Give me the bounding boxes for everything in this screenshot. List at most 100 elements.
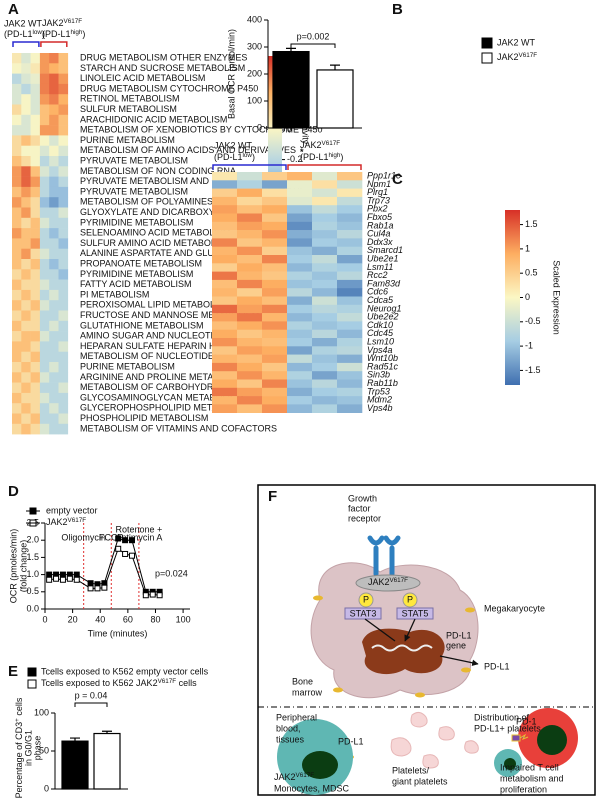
heatmap-cell bbox=[21, 83, 31, 95]
row-label: Rab11b bbox=[367, 378, 398, 388]
diagram-text: Impaired T cell bbox=[500, 762, 559, 772]
legend-swatch bbox=[27, 667, 37, 677]
heatmap-cell bbox=[262, 188, 288, 198]
heatmap-cell bbox=[58, 217, 69, 229]
heatmap-cell bbox=[39, 63, 50, 74]
heatmap-cell bbox=[58, 341, 69, 352]
heatmap-cell bbox=[337, 304, 363, 314]
heatmap-cell bbox=[58, 94, 69, 105]
marker bbox=[142, 592, 149, 599]
heatmap-cell bbox=[49, 392, 59, 404]
heatmap-cell bbox=[287, 238, 313, 247]
row-label: METABOLISM OF NUCLEOTIDES bbox=[80, 351, 220, 361]
marker bbox=[66, 575, 73, 582]
row-label: GLUTATHIONE METABOLISM bbox=[80, 320, 204, 330]
heatmap-cell bbox=[30, 279, 41, 291]
row-label: Rad51c bbox=[367, 361, 399, 371]
heatmap-cell bbox=[21, 238, 31, 249]
row-label: GLYOXYLATE AND DICARBOXYLATE METABOLISM bbox=[80, 207, 297, 217]
marker bbox=[87, 580, 94, 587]
heatmap-cell bbox=[287, 329, 313, 339]
heatmap-cell bbox=[58, 331, 69, 342]
heatmap-cell bbox=[30, 125, 41, 136]
heatmap-cell bbox=[262, 196, 288, 206]
heatmap-cell bbox=[212, 296, 238, 306]
row-label: Mdm2 bbox=[367, 395, 392, 405]
row-label: PYRUVATE METABOLISM AND CITRIC ACID TCA … bbox=[80, 176, 317, 186]
heatmap-cell bbox=[21, 423, 31, 435]
signal-arrow bbox=[364, 618, 416, 641]
diagram-text: proliferation bbox=[500, 784, 547, 794]
heatmap-cell bbox=[21, 320, 31, 332]
diagram-text: STAT3 bbox=[350, 608, 377, 618]
heatmap-cell bbox=[212, 313, 238, 322]
x-tick-label: 0 bbox=[42, 614, 47, 624]
row-label: FATTY ACID METABOLISM bbox=[80, 279, 192, 289]
heatmap-cell bbox=[237, 296, 263, 306]
heatmap-cell bbox=[58, 382, 69, 394]
heatmap-cell bbox=[21, 125, 31, 136]
heatmap-cell bbox=[12, 94, 22, 105]
heatmap-cell bbox=[287, 296, 313, 306]
diagram-shapes bbox=[257, 484, 596, 796]
heatmap-cell bbox=[212, 304, 238, 314]
diagram-text: JAK2V617F bbox=[274, 772, 314, 783]
heatmap-cell bbox=[21, 248, 31, 260]
diagram-text: F bbox=[268, 488, 277, 505]
diagram-text-part: JAK2 bbox=[274, 772, 296, 782]
heatmap-cell bbox=[212, 379, 238, 389]
heatmap-cell bbox=[212, 354, 238, 364]
heatmap-cell bbox=[30, 228, 41, 239]
phospho bbox=[402, 592, 418, 608]
heatmap-cell bbox=[262, 246, 288, 256]
heatmap-cell bbox=[312, 180, 338, 189]
heatmap-cell bbox=[237, 404, 263, 413]
heatmap-cell bbox=[337, 288, 363, 297]
row-label: Ube2e2 bbox=[367, 312, 399, 322]
panel-label: D bbox=[8, 483, 19, 500]
heatmap-cell bbox=[337, 221, 363, 231]
heatmap-cell bbox=[12, 186, 22, 198]
heatmap-cell bbox=[30, 114, 41, 126]
heatmap-cell bbox=[30, 248, 41, 260]
heatmap-cell bbox=[337, 188, 363, 198]
heatmap-cell bbox=[262, 362, 288, 372]
heatmap-cell bbox=[212, 188, 238, 198]
group-bracket bbox=[212, 164, 287, 170]
row-label: DRUG METABOLISM OTHER ENZYMES bbox=[80, 53, 247, 63]
heatmap-cell bbox=[30, 156, 41, 167]
heatmap-cell bbox=[58, 73, 69, 85]
heatmap-cell bbox=[30, 423, 41, 435]
heatmap-cell bbox=[312, 313, 338, 322]
heatmap-cell bbox=[262, 205, 288, 214]
heatmap-cell bbox=[337, 172, 363, 181]
heatmap-cell bbox=[337, 296, 363, 306]
heatmap-cell bbox=[30, 289, 41, 301]
heatmap-cell bbox=[337, 396, 363, 405]
panel-label: C bbox=[392, 171, 403, 188]
annotation: p = 0.04 bbox=[75, 690, 108, 700]
legend-swatch bbox=[27, 679, 37, 689]
heatmap-cell bbox=[58, 320, 69, 332]
diagram-text: giant platelets bbox=[392, 776, 448, 786]
heatmap-cell bbox=[262, 271, 288, 281]
heatmap-cell bbox=[312, 213, 338, 223]
heatmap-cell bbox=[287, 246, 313, 256]
y-tick-label: 0 bbox=[44, 783, 49, 793]
heatmap-cell bbox=[337, 362, 363, 372]
colorbar-tick-label: 1.5 bbox=[525, 219, 538, 229]
colorbar-label: Activity bbox=[301, 116, 311, 145]
heatmap-cell bbox=[58, 125, 69, 136]
heatmap-cell bbox=[49, 156, 59, 167]
row-label: LINOLEIC ACID METABOLISM bbox=[80, 73, 205, 83]
heatmap-cell bbox=[237, 321, 263, 330]
heatmap-cell bbox=[39, 403, 50, 414]
group-name-part: V617F bbox=[322, 140, 341, 147]
heatmap-cell bbox=[49, 228, 59, 239]
heatmap-cell bbox=[21, 341, 31, 352]
group-label-part: low bbox=[33, 29, 43, 36]
group-label-part: (PD-L1 bbox=[214, 152, 243, 162]
heatmap-cell bbox=[12, 176, 22, 188]
heatmap-cell bbox=[58, 104, 69, 116]
